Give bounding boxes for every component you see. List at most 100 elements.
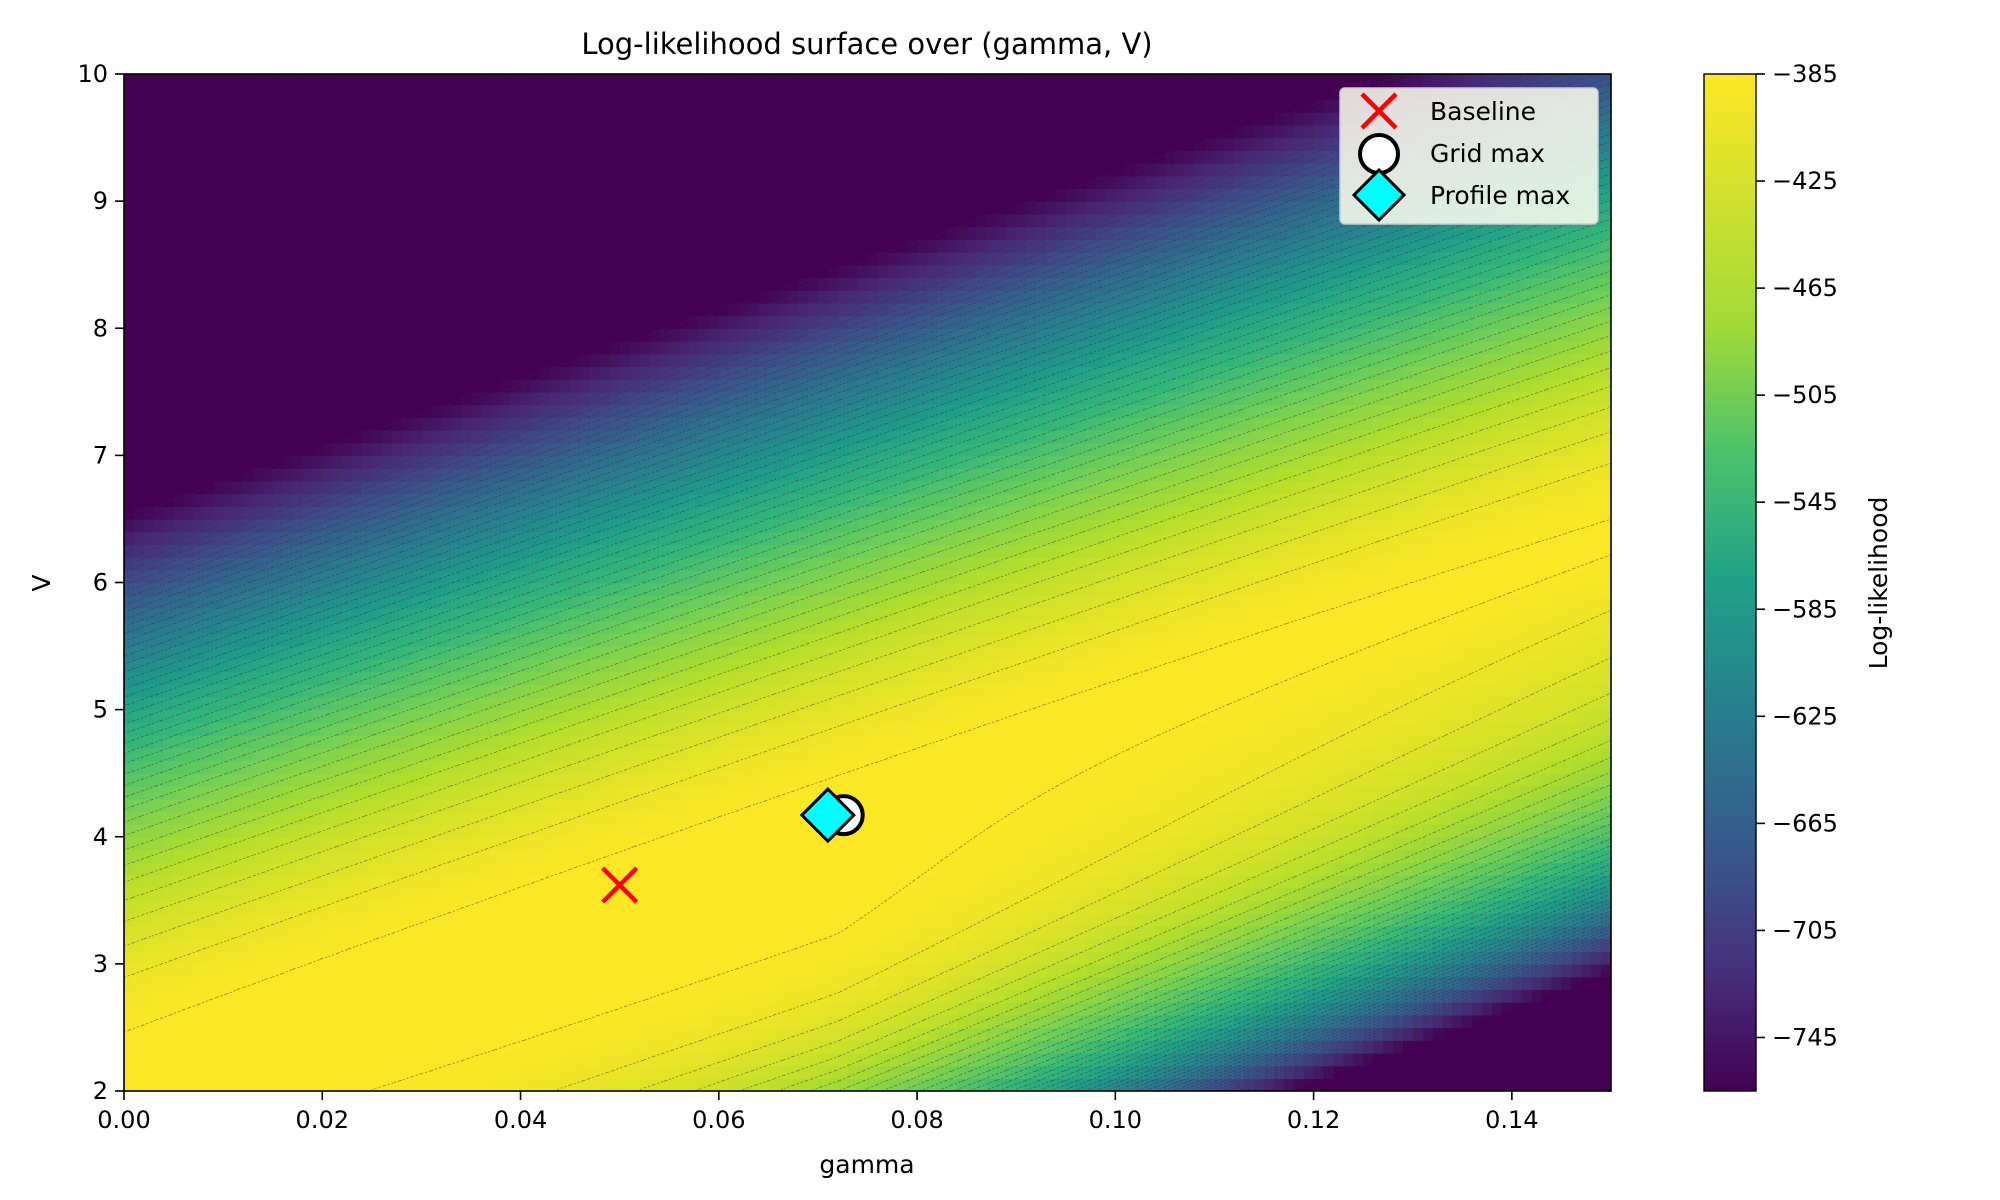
surface-cell [947, 977, 958, 990]
surface-cell [620, 913, 631, 926]
surface-cell [1581, 684, 1592, 697]
surface-cell [293, 837, 304, 850]
surface-cell [768, 684, 779, 697]
surface-cell [1244, 760, 1255, 773]
surface-cell [1304, 900, 1315, 913]
surface-cell [203, 900, 214, 913]
surface-cell [630, 760, 641, 773]
surface-cell [907, 938, 918, 951]
surface-cell [828, 938, 839, 951]
surface-cell [699, 964, 710, 977]
surface-cell [947, 837, 958, 850]
surface-cell [669, 964, 680, 977]
surface-cell [332, 913, 343, 926]
surface-cell [1294, 697, 1305, 710]
surface-cell [679, 1015, 690, 1028]
surface-cell [877, 1027, 888, 1040]
surface-cell [739, 786, 750, 799]
surface-cell [798, 837, 809, 850]
surface-cell [312, 684, 323, 697]
surface-cell [897, 951, 908, 964]
surface-cell [1135, 1040, 1146, 1053]
surface-cell [1601, 697, 1612, 710]
surface-cell [808, 735, 819, 748]
surface-cell [1452, 888, 1463, 901]
surface-cell [273, 977, 284, 990]
surface-cell [243, 1066, 254, 1079]
surface-cell [887, 710, 898, 723]
surface-cell [302, 684, 313, 697]
surface-cell [203, 875, 214, 888]
surface-cell [1224, 989, 1235, 1002]
surface-cell [451, 684, 462, 697]
surface-cell [689, 1002, 700, 1015]
surface-cell [1185, 684, 1196, 697]
surface-cell [1343, 671, 1354, 684]
surface-cell [828, 977, 839, 990]
surface-cell [431, 951, 442, 964]
surface-cell [719, 1040, 730, 1053]
surface-cell [431, 849, 442, 862]
surface-cell [798, 964, 809, 977]
surface-cell [1145, 697, 1156, 710]
surface-cell [451, 900, 462, 913]
surface-cell [1423, 799, 1434, 812]
surface-cell [421, 938, 432, 951]
surface-cell [1423, 710, 1434, 723]
surface-cell [1234, 913, 1245, 926]
surface-cell [491, 786, 502, 799]
surface-cell [1333, 824, 1344, 837]
surface-cell [1096, 773, 1107, 786]
surface-cell [639, 735, 650, 748]
surface-cell [768, 1040, 779, 1053]
surface-cell [917, 710, 928, 723]
surface-cell [1185, 1040, 1196, 1053]
surface-cell [302, 697, 313, 710]
surface-cell [828, 1040, 839, 1053]
surface-cell [1314, 671, 1325, 684]
surface-cell [1165, 977, 1176, 990]
surface-cell [402, 760, 413, 773]
surface-cell [253, 697, 264, 710]
surface-cell [1105, 671, 1116, 684]
surface-cell [868, 710, 879, 723]
surface-cell [1324, 722, 1335, 735]
surface-cell [362, 760, 373, 773]
surface-cell [1006, 1066, 1017, 1079]
surface-cell [441, 1078, 452, 1091]
surface-cell [1552, 684, 1563, 697]
surface-cell [1284, 710, 1295, 723]
surface-cell [659, 811, 670, 824]
surface-cell [1006, 748, 1017, 761]
surface-cell [669, 760, 680, 773]
surface-cell [1413, 951, 1424, 964]
surface-cell [1066, 760, 1077, 773]
surface-cell [342, 799, 353, 812]
surface-cell [649, 811, 660, 824]
surface-cell [1502, 748, 1513, 761]
surface-cell [848, 989, 859, 1002]
surface-cell [1036, 888, 1047, 901]
surface-cell [134, 824, 145, 837]
surface-cell [907, 1002, 918, 1015]
surface-cell [1125, 849, 1136, 862]
surface-cell [1373, 938, 1384, 951]
surface-cell [1066, 1066, 1077, 1079]
surface-cell [1512, 824, 1523, 837]
surface-cell [1542, 837, 1553, 850]
surface-cell [1026, 989, 1037, 1002]
surface-cell [1224, 811, 1235, 824]
surface-cell [164, 849, 175, 862]
surface-cell [1076, 862, 1087, 875]
surface-cell [868, 964, 879, 977]
surface-cell [778, 1015, 789, 1028]
surface-cell [719, 964, 730, 977]
surface-cell [530, 786, 541, 799]
surface-cell [352, 875, 363, 888]
surface-cell [1086, 837, 1097, 850]
surface-cell [501, 1040, 512, 1053]
surface-cell [1472, 722, 1483, 735]
surface-cell [1314, 710, 1325, 723]
surface-cell [1532, 926, 1543, 939]
surface-cell [1413, 710, 1424, 723]
